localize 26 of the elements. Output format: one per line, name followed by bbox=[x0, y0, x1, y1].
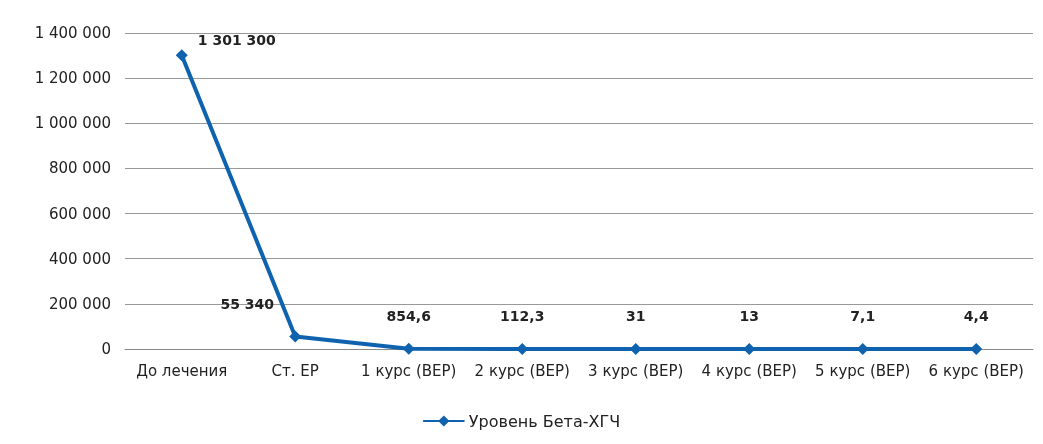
y-tick-label: 1 000 000 bbox=[34, 114, 111, 133]
y-tick-label: 1 200 000 bbox=[34, 69, 111, 88]
y-tick-label: 0 bbox=[101, 340, 111, 358]
x-tick-label: 1 курс (ВЕР) bbox=[361, 361, 457, 380]
x-tick-label: До лечения bbox=[136, 361, 228, 380]
x-tick-label: 6 курс (ВЕР) bbox=[928, 361, 1024, 380]
data-label: 31 bbox=[626, 307, 646, 324]
point bbox=[175, 49, 188, 62]
x-tick-label: Ст. ЕР bbox=[271, 361, 319, 380]
y-tick-label: 600 000 bbox=[48, 204, 111, 223]
data-label: 1 301 300 bbox=[197, 32, 276, 49]
y-tick-label: 400 000 bbox=[48, 249, 111, 268]
x-tick-label: 5 курс (ВЕР) bbox=[815, 361, 911, 380]
data-label: 7,1 bbox=[850, 308, 876, 324]
x-tick-label: 3 курс (ВЕР) bbox=[588, 361, 684, 380]
x-tick-label: 4 курс (ВЕР) bbox=[701, 361, 797, 380]
y-tick-label: 1 400 000 bbox=[34, 24, 111, 42]
legend-label: Уровень Бета-ХГЧ bbox=[468, 411, 621, 431]
data-label: 13 bbox=[739, 308, 759, 324]
data-label: 854,6 bbox=[386, 307, 431, 324]
data-label: 112,3 bbox=[500, 307, 545, 324]
data-label: 55 340 bbox=[220, 295, 275, 312]
y-tick-label: 800 000 bbox=[48, 159, 111, 178]
data-label: 4,4 bbox=[963, 308, 989, 324]
y-tick-label: 200 000 bbox=[48, 294, 111, 313]
x-tick-label: 2 курс (ВЕР) bbox=[474, 361, 570, 380]
